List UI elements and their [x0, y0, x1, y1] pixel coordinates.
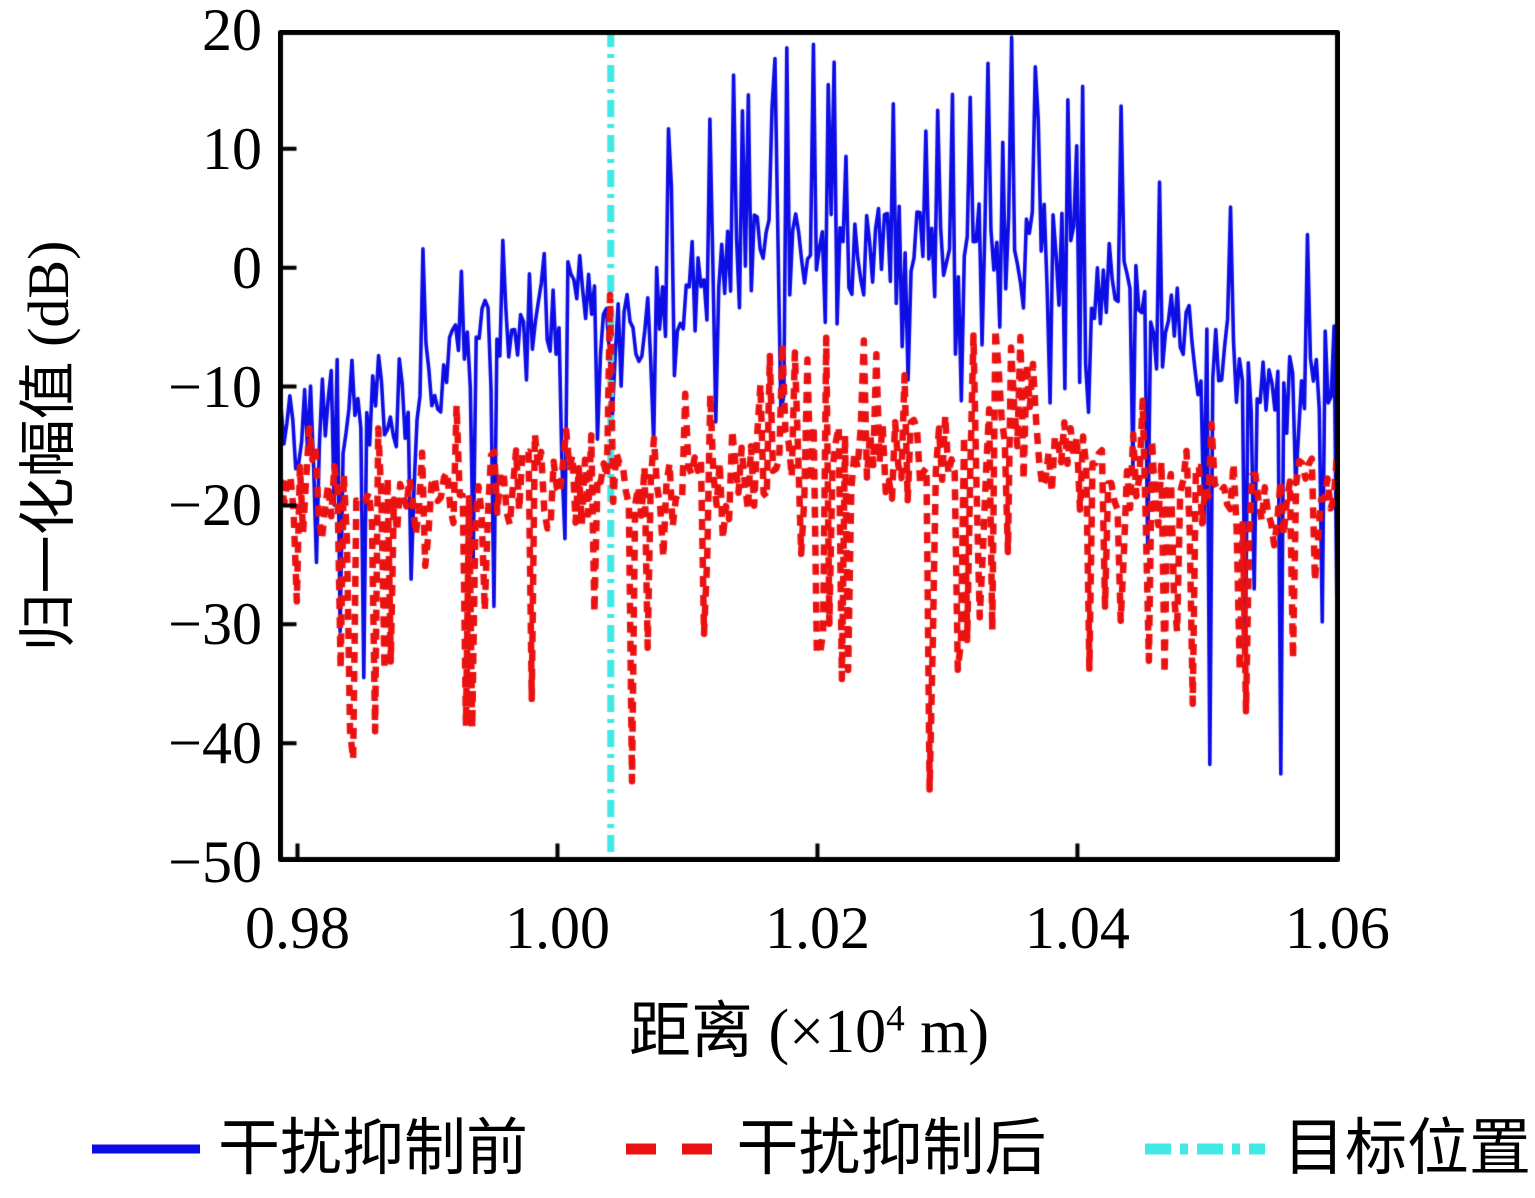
x-axis-title: 距离 (×104 m) [278, 992, 1340, 1072]
y-tick-label: −40 [168, 710, 262, 777]
legend: 干扰抑制前 干扰抑制后 目标位置 [0, 1106, 1535, 1192]
y-tick-label: −50 [168, 829, 262, 895]
plot-area [278, 30, 1340, 862]
legend-label-target-position: 目标位置 [1282, 1115, 1531, 1183]
legend-item-target-position: 目标位置 [1144, 1106, 1531, 1192]
plot-canvas [278, 30, 1340, 862]
x-tick-label: 0.98 [244, 895, 350, 961]
x-tick-label: 1.06 [1284, 895, 1390, 961]
y-axis-title: 归一化幅值 (dB) [16, 240, 81, 652]
x-axis-title-exponent: 4 [886, 998, 905, 1040]
y-tick-label: −30 [168, 591, 262, 658]
legend-item-before-suppression: 干扰抑制前 [92, 1106, 528, 1192]
y-tick-label: 10 [202, 115, 262, 182]
y-tick-label: 20 [202, 0, 262, 63]
legend-label-after-suppression: 干扰抑制后 [736, 1115, 1047, 1183]
legend-label-before-suppression: 干扰抑制前 [218, 1115, 529, 1183]
legend-dashdot-line-icon [1144, 1143, 1265, 1155]
x-axis-title-text: 距离 (×10 [628, 998, 887, 1066]
x-tick-label: 1.04 [1024, 895, 1130, 961]
y-tick-label: 0 [232, 234, 262, 301]
x-axis-title-unit: m) [904, 998, 990, 1066]
y-tick-label: −20 [168, 472, 262, 539]
y-tick-label: −10 [168, 353, 262, 420]
legend-solid-line-icon [92, 1144, 200, 1154]
legend-dashed-line-icon [626, 1143, 719, 1155]
legend-item-after-suppression: 干扰抑制后 [626, 1106, 1047, 1192]
x-tick-label: 1.00 [504, 895, 610, 961]
x-tick-label: 1.02 [764, 895, 870, 961]
